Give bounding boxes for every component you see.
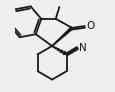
Text: O: O [86, 21, 94, 31]
Polygon shape [52, 27, 72, 46]
Polygon shape [54, 47, 56, 49]
Polygon shape [52, 46, 53, 47]
Text: N: N [79, 43, 86, 53]
Polygon shape [57, 49, 59, 51]
Polygon shape [60, 50, 62, 53]
Polygon shape [63, 52, 65, 55]
